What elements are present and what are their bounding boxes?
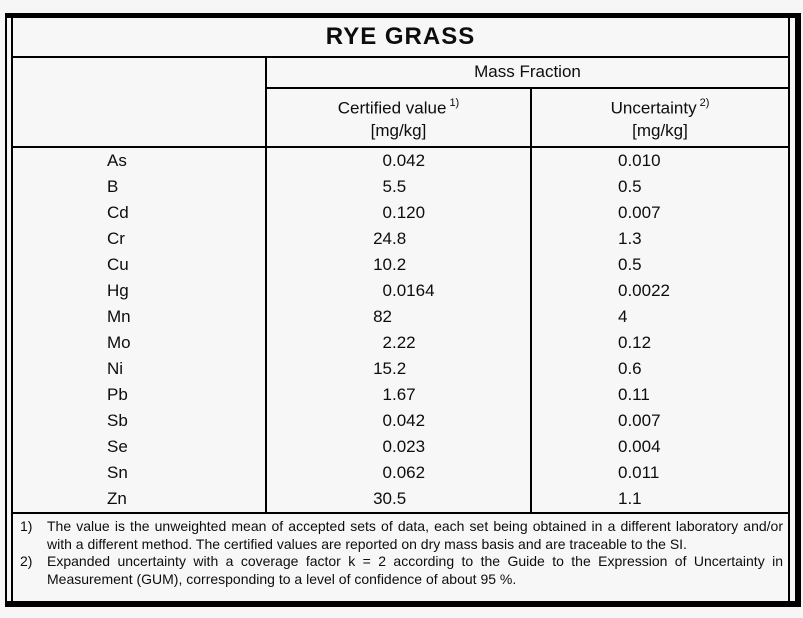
uncertainty-unit: [mg/kg]: [632, 120, 688, 140]
footnote-ref-1: 1): [449, 97, 460, 110]
table-row: B 5.5 0.5: [13, 174, 788, 200]
uncertainty-value: 0.5: [618, 177, 642, 196]
element-symbol: Ni: [13, 356, 267, 382]
table-row: Sn 0.062 0.011: [13, 460, 788, 486]
table-row: Cu 10.2 0.5: [13, 252, 788, 278]
certified-value: 82: [267, 304, 532, 330]
uncertainty-value: 0.007: [618, 411, 661, 430]
certified-value: 30.5: [267, 486, 532, 512]
element-symbol: As: [13, 148, 267, 174]
uncertainty-value: 0.007: [618, 203, 661, 222]
certified-value: 24.8: [267, 226, 532, 252]
element-symbol: Cu: [13, 252, 267, 278]
certified-value: 1.67: [267, 382, 532, 408]
table-row: As 0.042 0.010: [13, 148, 788, 174]
uncertainty-value: 0.0022: [618, 281, 670, 300]
table-row: Cr 24.8 1.3: [13, 226, 788, 252]
footnote-text: Expanded uncertainty with a coverage fac…: [47, 553, 783, 587]
uncertainty-value: 0.11: [618, 385, 650, 404]
table-row: Se 0.023 0.004: [13, 434, 788, 460]
mass-fraction-header: Mass Fraction: [267, 58, 788, 89]
table-row: Ni 15.2 0.6: [13, 356, 788, 382]
certified-value: 0.023: [267, 434, 532, 460]
table-row: Zn 30.5 1.1: [13, 486, 788, 512]
certified-value: 5.5: [267, 174, 532, 200]
element-symbol: Cd: [13, 200, 267, 226]
footnote: 2) Expanded uncertainty with a coverage f…: [20, 553, 784, 588]
footnote: 1) The value is the unweighted mean of ac…: [20, 518, 784, 553]
rye-grass-table: RYE GRASS Mass Fraction Certified value 1…: [11, 18, 790, 601]
certified-value: 0.120: [267, 200, 532, 226]
uncertainty-value: 0.6: [618, 359, 642, 378]
certified-value-header: Certified value 1) [mg/kg]: [267, 89, 532, 146]
uncertainty-value: 0.004: [618, 437, 661, 456]
uncertainty-value: 0.12: [618, 333, 652, 352]
data-rows: As 0.042 0.010 B 5.5 0.5 Cd 0.120 0.007 Cr 24.8 1.3…: [13, 148, 788, 514]
element-symbol: Zn: [13, 486, 267, 512]
table-row: Mo 2.22 0.12: [13, 330, 788, 356]
footnotes: 1) The value is the unweighted mean of ac…: [13, 514, 788, 601]
certified-value: 0.042: [267, 408, 532, 434]
document-frame: RYE GRASS Mass Fraction Certified value 1…: [5, 13, 801, 607]
element-symbol: B: [13, 174, 267, 200]
element-symbol: Sb: [13, 408, 267, 434]
element-symbol: Pb: [13, 382, 267, 408]
uncertainty-value: 1.3: [618, 229, 642, 248]
certified-value: 0.042: [267, 148, 532, 174]
uncertainty-header: Uncertainty 2) [mg/kg]: [532, 89, 788, 146]
certified-value-unit: [mg/kg]: [370, 120, 427, 140]
uncertainty-label: Uncertainty 2): [610, 97, 710, 118]
element-symbol: Mn: [13, 304, 267, 330]
element-symbol: Cr: [13, 226, 267, 252]
footnote-text: The value is the unweighted mean of acce…: [47, 518, 783, 552]
table-row: Cd 0.120 0.007: [13, 200, 788, 226]
certified-value: 0.062: [267, 460, 532, 486]
table-row: Sb 0.042 0.007: [13, 408, 788, 434]
element-symbol: Mo: [13, 330, 267, 356]
footnote-marker: 1): [20, 518, 33, 534]
certified-value: 10.2: [267, 252, 532, 278]
table-header: Mass Fraction Certified value 1) [mg/kg] …: [13, 58, 788, 148]
uncertainty-value: 0.010: [618, 151, 661, 170]
certified-value: 15.2: [267, 356, 532, 382]
element-symbol: Se: [13, 434, 267, 460]
element-column-header: [13, 58, 267, 146]
table-row: Mn 82 4: [13, 304, 788, 330]
uncertainty-value: 1.1: [618, 489, 642, 508]
element-symbol: Sn: [13, 460, 267, 486]
table-row: Hg 0.0164 0.0022: [13, 278, 788, 304]
certified-value: 0.0164: [267, 278, 532, 304]
table-row: Pb 1.67 0.11: [13, 382, 788, 408]
sub-headers: Certified value 1) [mg/kg] Uncertainty 2) …: [267, 89, 788, 146]
footnote-marker: 2): [20, 553, 33, 569]
certified-value-label: Certified value 1): [337, 97, 460, 118]
uncertainty-value: 0.5: [618, 255, 642, 274]
table-title: RYE GRASS: [13, 18, 788, 58]
mass-fraction-group: Mass Fraction Certified value 1) [mg/kg] …: [267, 58, 788, 146]
element-symbol: Hg: [13, 278, 267, 304]
uncertainty-value: 0.011: [618, 463, 660, 482]
certified-value: 2.22: [267, 330, 532, 356]
footnote-ref-2: 2): [699, 97, 710, 110]
uncertainty-value: 4: [618, 307, 628, 326]
